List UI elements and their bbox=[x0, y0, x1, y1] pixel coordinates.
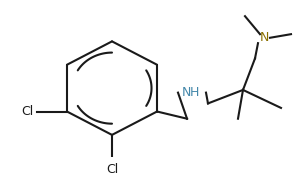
Text: N: N bbox=[182, 86, 191, 99]
Text: H: H bbox=[190, 86, 199, 99]
Text: Cl: Cl bbox=[106, 163, 118, 175]
Text: Cl: Cl bbox=[22, 105, 34, 118]
Text: N: N bbox=[259, 31, 269, 44]
